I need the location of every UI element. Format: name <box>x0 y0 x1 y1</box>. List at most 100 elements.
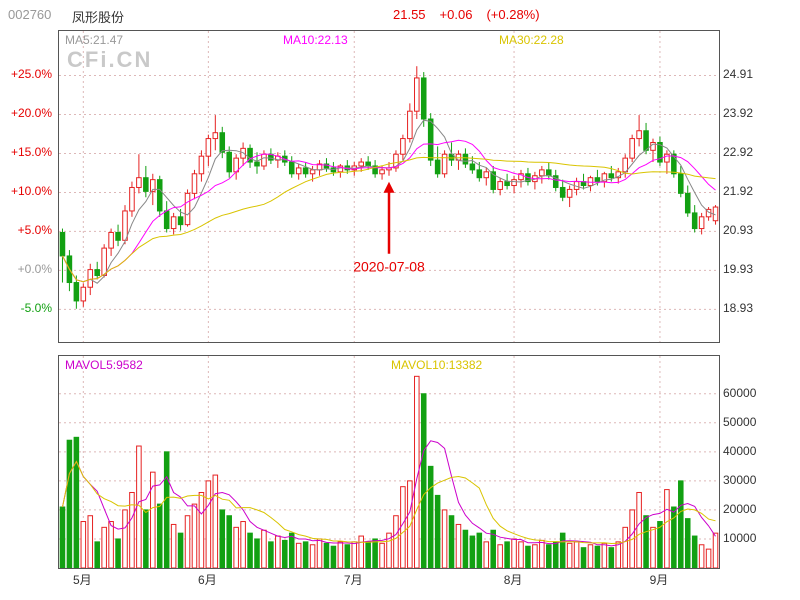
volume-bar <box>518 541 524 568</box>
candle-body <box>678 173 684 194</box>
volume-bar <box>122 509 128 568</box>
volume-pane: MAVOL5:9582 MAVOL10:13382 <box>58 355 720 569</box>
candle-body <box>261 153 267 167</box>
candle-body <box>198 155 205 175</box>
candle-body <box>205 138 212 157</box>
volume-bar <box>379 542 385 568</box>
volume-bar <box>205 480 212 568</box>
candle-body <box>504 181 510 187</box>
candle-body <box>691 212 698 230</box>
candle-body <box>295 167 302 175</box>
price-axis-right-label: 18.93 <box>723 301 754 316</box>
volume-bar <box>580 547 587 568</box>
volume-bar <box>226 515 232 568</box>
volume-bar <box>476 532 483 568</box>
ma-label: MA10:22.13 <box>283 33 348 47</box>
candle-body <box>594 177 601 183</box>
volume-bar <box>219 509 226 568</box>
candle-body <box>566 188 573 198</box>
month-label: 9月 <box>649 573 669 587</box>
volume-bar <box>546 544 552 568</box>
candle-body <box>684 192 691 214</box>
candle-body <box>552 175 559 188</box>
volume-bar <box>636 491 642 568</box>
candle-body <box>115 231 121 241</box>
candle-body <box>212 132 219 140</box>
quote-change: +0.06 <box>439 7 473 22</box>
volume-bar <box>483 541 490 568</box>
volume-bar <box>532 544 538 568</box>
volume-bar <box>108 521 114 568</box>
volume-bar <box>240 521 246 568</box>
volume-bar <box>330 545 337 568</box>
volume-bar <box>212 474 219 568</box>
candle-body <box>122 210 128 241</box>
volume-bar <box>407 480 413 568</box>
candle-body <box>518 173 524 181</box>
volume-bar <box>177 532 184 568</box>
candle-body <box>643 130 649 151</box>
candle-body <box>288 161 295 175</box>
month-label: 8月 <box>503 573 523 587</box>
annotation-date: 2020-07-08 <box>353 259 425 275</box>
volume-bar <box>302 541 309 568</box>
candle-body <box>136 177 142 188</box>
volume-bar <box>497 544 503 568</box>
candle-body <box>407 110 413 140</box>
volume-bar <box>601 542 608 568</box>
candle-body <box>636 130 642 140</box>
candle-body <box>379 169 385 175</box>
price-pane: CFi.CN 2020-07-08 MA5:21.47 MA10:22.13 MA3… <box>58 30 720 343</box>
volume-bar <box>657 521 663 568</box>
volume-bar <box>504 541 510 568</box>
volume-bar <box>622 526 628 568</box>
ma30-line <box>62 156 716 283</box>
price-axis-right-label: 19.93 <box>723 262 754 277</box>
price-axis-left-label: +5.0% <box>17 223 52 238</box>
candle-body <box>143 177 149 192</box>
volume-bar <box>94 541 100 568</box>
mavol-label: MAVOL10:13382 <box>391 358 483 372</box>
volume-bar <box>156 503 163 568</box>
volume-bar <box>66 439 73 568</box>
price-axis-left-label: -5.0% <box>20 301 52 316</box>
volume-bar <box>344 544 351 568</box>
volume-bar <box>150 471 156 568</box>
candle-body <box>441 153 448 175</box>
annotation-arrowhead <box>383 181 395 193</box>
candle-body <box>657 141 663 163</box>
volume-bar <box>101 526 107 568</box>
candle-body <box>163 210 170 230</box>
price-axis-left-label: +0.0% <box>17 262 52 277</box>
volume-bar <box>129 491 135 568</box>
candle-body <box>358 161 364 167</box>
volume-axis-label: 40000 <box>723 443 757 458</box>
volume-bar <box>393 515 399 568</box>
volume-bar <box>573 541 580 568</box>
volume-bar <box>566 542 573 568</box>
volume-bar <box>80 521 87 568</box>
candle-body <box>170 216 177 230</box>
volume-bar <box>539 539 545 568</box>
volume-bar <box>73 436 80 568</box>
volume-bar <box>143 509 149 568</box>
candle-body <box>59 231 66 257</box>
volume-bar <box>288 532 295 568</box>
price-axis-left-label: +25.0% <box>10 67 52 82</box>
price-axis-left-label: +10.0% <box>10 184 52 199</box>
volume-bar <box>608 547 615 568</box>
candle-body <box>73 282 80 302</box>
candle-body <box>622 157 628 173</box>
candle-body <box>490 171 496 190</box>
volume-bar <box>400 486 406 568</box>
quote-change-pct: (+0.28%) <box>486 7 540 22</box>
price-axis-right-label: 20.93 <box>723 223 754 238</box>
volume-bar <box>594 545 601 568</box>
price-axis-right-label: 23.92 <box>723 106 754 121</box>
candle-body <box>87 269 94 288</box>
candle-body <box>393 153 399 169</box>
volume-bar <box>351 541 358 568</box>
volume-bar <box>420 393 427 568</box>
volume-bar <box>705 548 712 568</box>
volume-bar <box>184 515 191 568</box>
